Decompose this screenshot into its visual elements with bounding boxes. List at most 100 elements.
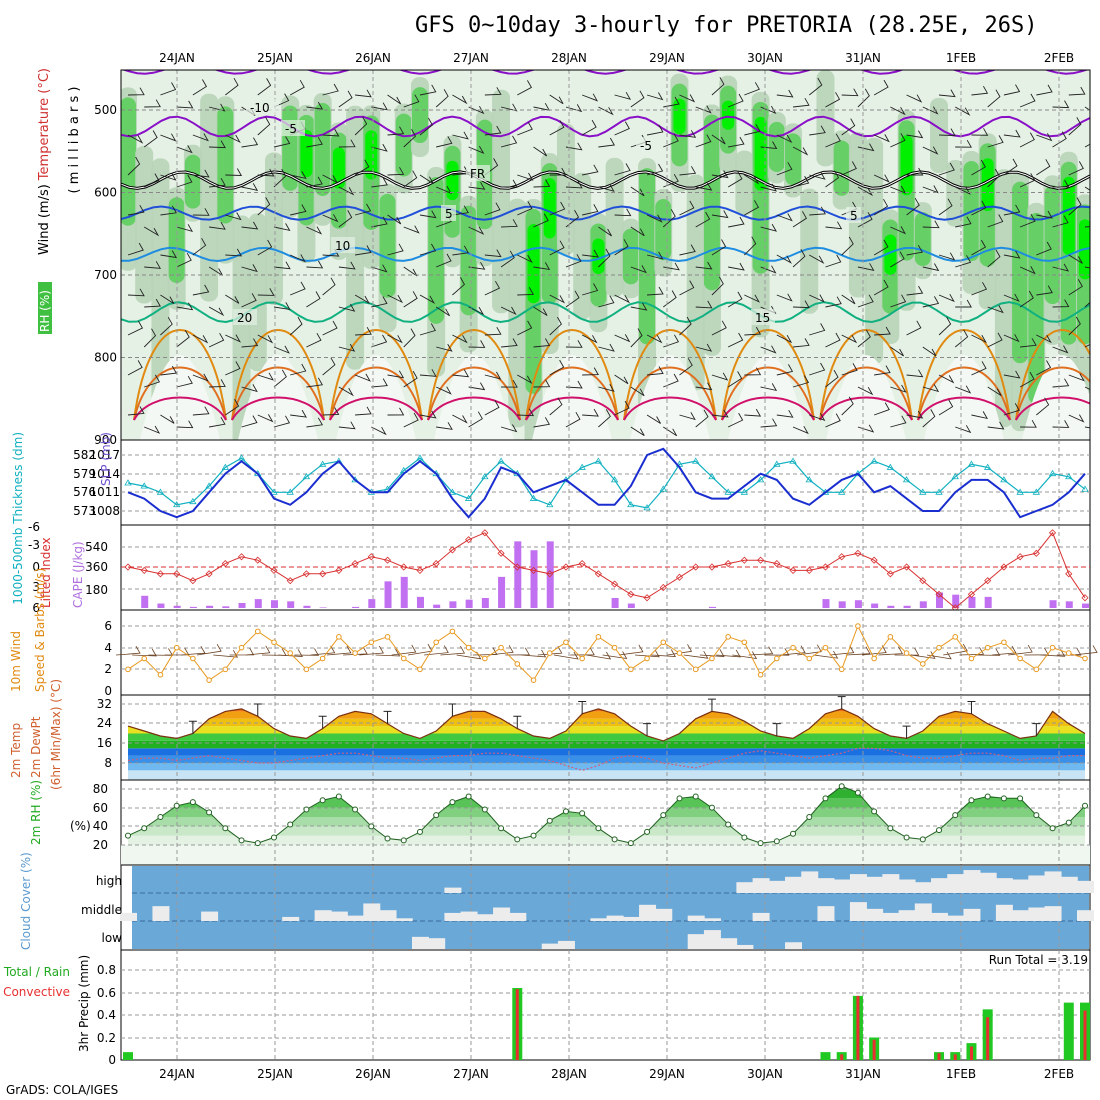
upper-wind-barb <box>776 364 794 376</box>
upper-wind-barb <box>273 261 291 270</box>
thickness-point <box>886 463 895 470</box>
wind-speed-point <box>530 677 537 683</box>
upper-wind-barb <box>1019 132 1035 148</box>
slp-tick: 1017 <box>89 448 120 462</box>
cloud-block <box>785 876 803 893</box>
upper-wind-barb <box>663 290 677 308</box>
upper-wind-barb <box>192 79 208 96</box>
contour-label: 5 <box>850 209 858 223</box>
contour-5 <box>121 205 1090 221</box>
upper-wind-barb <box>906 130 924 139</box>
upper-wind-barb <box>760 383 778 392</box>
upper-wind-barb <box>127 87 145 96</box>
rh-point <box>627 840 634 847</box>
cape-bars <box>141 541 1089 608</box>
contour-label: -5 <box>285 122 297 136</box>
upper-wind-barb <box>322 407 340 416</box>
upper-wind-barb <box>517 121 533 136</box>
cloud-block <box>687 915 705 921</box>
upper-wind-barb <box>825 170 840 188</box>
cloud-block <box>444 912 462 921</box>
upper-wind-barb <box>581 119 597 136</box>
upper-wind-barb <box>387 407 405 416</box>
li-point <box>416 566 424 574</box>
upper-wind-barb <box>436 343 453 352</box>
upper-wind-barb <box>500 250 515 268</box>
upper-wind-barb <box>192 133 209 142</box>
cloud-block <box>849 902 867 921</box>
rh-shade-cell <box>686 174 705 391</box>
upper-wind-barb <box>922 220 940 229</box>
temp-band <box>128 748 1085 756</box>
cape-bar <box>238 603 246 608</box>
pressure-tick: 500 <box>94 103 117 117</box>
upper-wind-barb <box>922 185 939 194</box>
contour-20 <box>623 329 717 421</box>
upper-wind-barb <box>484 326 502 336</box>
upper-wind-barb <box>744 174 760 185</box>
wind-speed-point <box>936 644 942 651</box>
upper-wind-barb <box>955 216 972 228</box>
thickness-label: 1000-500mb Thickness (dm) <box>11 432 25 605</box>
rh-shade-cell <box>314 103 331 196</box>
upper-wind-barb <box>549 94 564 105</box>
wind-barb-10m <box>829 645 855 656</box>
wind-barb-10m <box>667 644 693 656</box>
slp-panel-frame <box>120 439 1091 526</box>
upper-wind-barb <box>549 316 562 336</box>
upper-wind-barb <box>289 79 305 96</box>
wind-speed-line <box>125 623 1088 683</box>
temp2m-panel: 32 24 16 8 2m Temp 2m DewPt (6hr Min/Max) (… <box>9 679 1091 790</box>
upper-wind-barb <box>127 288 145 297</box>
cloud-block <box>606 915 624 921</box>
li-point <box>724 560 732 568</box>
li-point <box>497 549 505 557</box>
rh-point <box>287 821 294 828</box>
upper-wind-barb <box>484 87 502 96</box>
wind-barb-10m <box>521 649 547 658</box>
upper-wind-barb <box>484 280 501 296</box>
upper-wind-barb <box>938 293 955 303</box>
rh-shade-cell <box>184 154 201 209</box>
cape-ticks: -6 -3 0 3 6 540 360 180 <box>28 520 108 615</box>
upper-wind-barb <box>176 174 193 188</box>
upper-wind-barb <box>354 159 370 176</box>
contour-label-bg <box>846 207 861 223</box>
upper-wind-barb <box>1019 371 1035 388</box>
thickness-point <box>805 476 813 483</box>
wind-barb-10m <box>115 646 141 656</box>
upper-wind-barb <box>208 306 225 317</box>
li-label: Lifted Index <box>39 537 53 608</box>
contour-30 <box>721 396 815 421</box>
rh-tick: 20 <box>93 838 108 852</box>
rh-point <box>319 797 326 804</box>
upper-wind-barb <box>663 373 679 388</box>
rh-shade-cell <box>673 98 686 135</box>
upper-wind-barb <box>403 291 418 308</box>
wind-speed-point <box>287 650 294 656</box>
upper-wind-barb <box>419 369 437 377</box>
wind-barb-10m <box>991 645 1017 656</box>
upper-wind-barb <box>760 265 777 274</box>
contour-label: 20 <box>237 311 252 325</box>
upper-wind-barb <box>776 409 794 418</box>
cloud-block <box>411 936 429 949</box>
contour-label: FR <box>470 167 485 181</box>
contour-25 <box>427 366 521 421</box>
upper-wind-barb <box>484 202 501 216</box>
rh-tick: 60 <box>93 801 108 815</box>
cape-bar <box>157 603 165 608</box>
contour-25 <box>917 366 1011 421</box>
rh-shade-cell <box>981 158 994 212</box>
upper-wind-barb <box>987 305 1004 314</box>
wind-speed-point <box>238 644 245 651</box>
upper-wind-barb <box>614 334 631 343</box>
cape-bar <box>189 606 197 608</box>
upper-wind-barb <box>1003 84 1021 96</box>
upper-wind-barb <box>452 369 470 378</box>
upper-wind-barb <box>954 329 969 348</box>
cloud-block <box>428 938 446 949</box>
wind-speed-point <box>1001 639 1007 646</box>
cape-tick: 360 <box>85 560 108 574</box>
temp-line <box>127 708 1086 742</box>
